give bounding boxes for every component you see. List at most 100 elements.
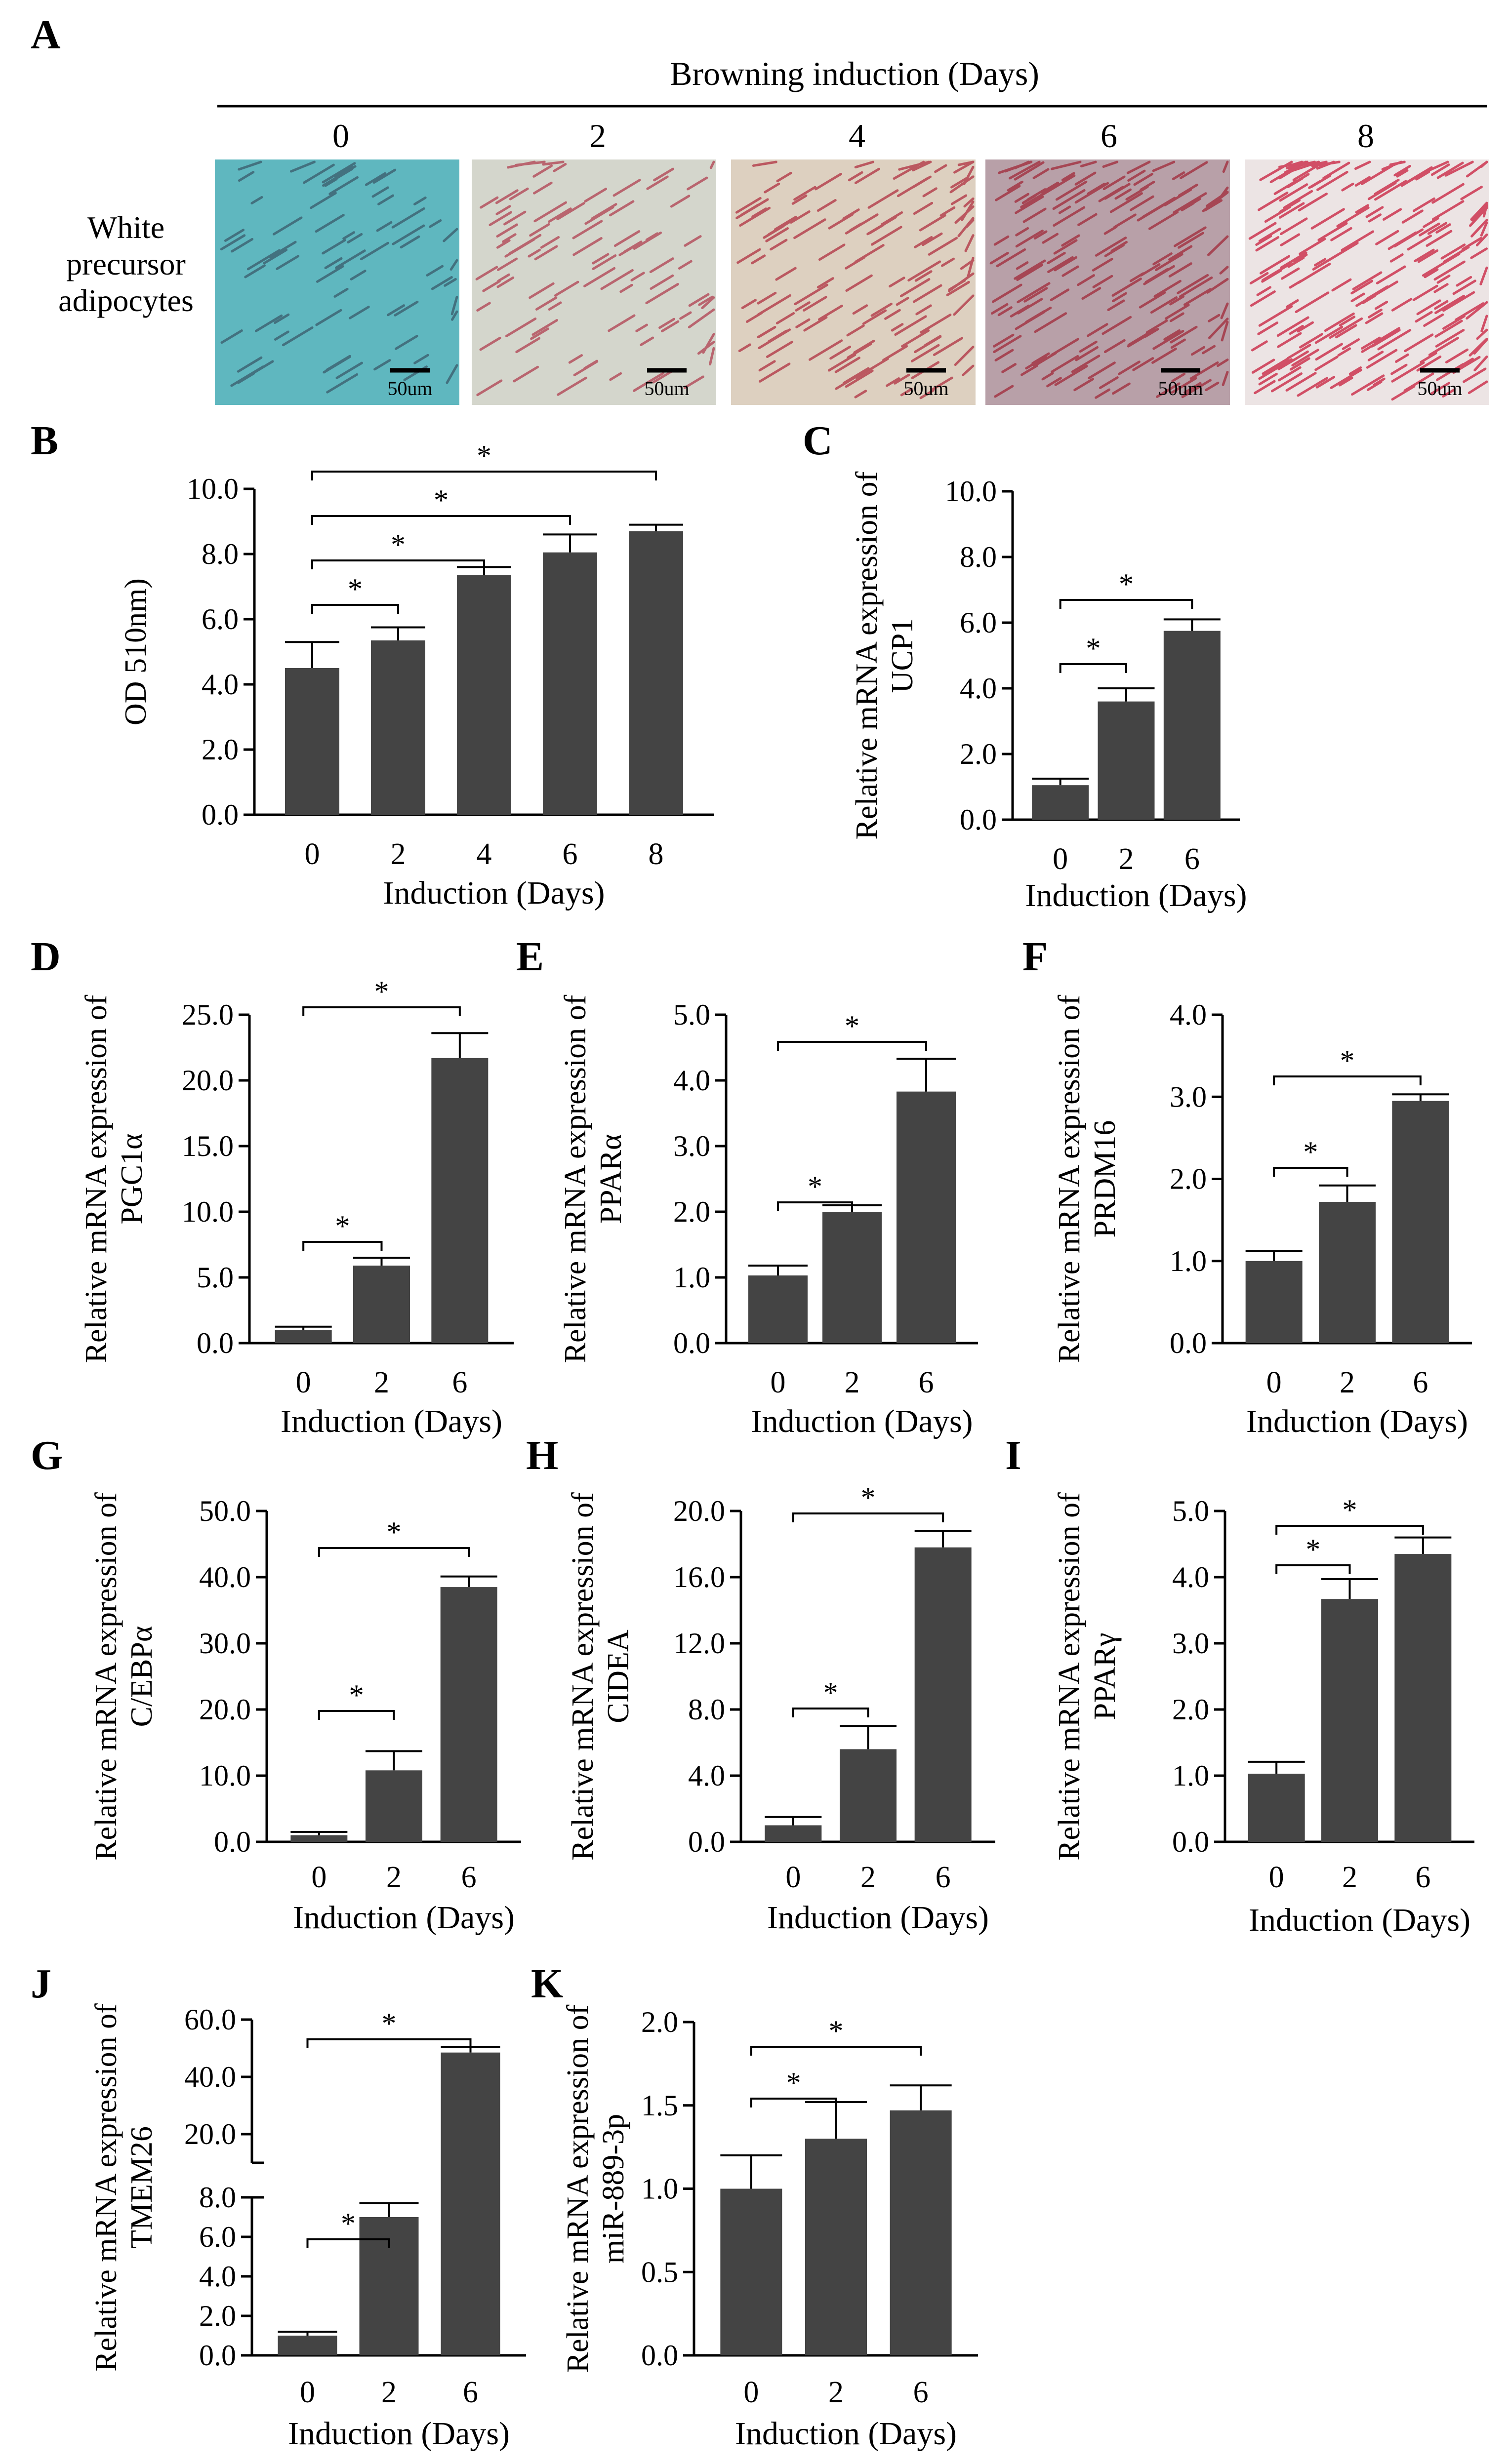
cell-streak	[1337, 347, 1351, 357]
cell-streak	[1368, 213, 1382, 223]
significance-star: *	[477, 439, 491, 472]
cell-streak	[687, 176, 708, 191]
cell-streak	[889, 277, 905, 288]
y-tick-label: 10.0	[187, 473, 239, 505]
cell-streak	[303, 163, 335, 184]
cell-streak	[1220, 302, 1229, 319]
cell-streak	[994, 385, 1014, 398]
cell-streak	[1095, 248, 1108, 257]
y-axis-label: Relative mRNA expression of PGC1α	[80, 994, 149, 1363]
significance-brackets: **	[1059, 568, 1193, 673]
cell-streak	[1132, 357, 1154, 371]
cell-streak	[1081, 287, 1101, 300]
chart-panel-k: K 0.0 0.5 1.0 1.5 2.0 Relative mRNA expression…	[531, 1961, 978, 2452]
cell-streak	[1324, 312, 1355, 332]
cell-streak	[1440, 243, 1466, 260]
cell-streak	[1280, 251, 1307, 269]
cell-streak	[1095, 388, 1111, 399]
cell-streak	[1424, 268, 1439, 278]
y-tick-label: 8.0	[202, 538, 239, 570]
cell-streak	[1338, 376, 1353, 387]
significance-star: *	[391, 528, 406, 561]
chart-panel-b: B 0.0 2.0 4.0 6.0 8.0 10.0 OD 510nm) 0 2 4 6 8 Induct…	[31, 418, 714, 911]
y-axis-label: Relative mRNA expression of PPARγ	[1053, 1492, 1122, 1861]
significance-star: *	[1343, 1494, 1357, 1526]
y-ticks: 0.0 1.0 2.0 3.0 4.0	[1170, 998, 1223, 1359]
cell-streak	[1055, 180, 1088, 201]
y-tick-label: 16.0	[673, 1561, 725, 1593]
x-tick-label: 6	[913, 2376, 929, 2409]
y-axis-label: OD 510nm)	[119, 578, 153, 725]
significance-bracket	[792, 1708, 869, 1717]
day-label-2: 2	[589, 117, 606, 155]
cell-streak	[1017, 282, 1051, 304]
cell-streak	[1130, 195, 1154, 211]
cell-streak	[1283, 190, 1313, 209]
y-tick-label: 1.0	[641, 2173, 678, 2205]
cell-streak	[803, 296, 827, 312]
cell-streak	[1355, 204, 1369, 214]
y-ticks: 0.0 4.0 8.0 12.0 16.0 20.0	[673, 1495, 741, 1858]
x-tick-label: 2	[1119, 842, 1134, 876]
cell-streak	[1111, 278, 1142, 297]
cell-streak	[1470, 247, 1488, 259]
cell-streak	[1015, 229, 1044, 248]
x-axis-label: Induction (Days)	[1246, 1403, 1468, 1439]
cell-streak	[1315, 343, 1343, 361]
cell-streak	[1456, 276, 1472, 287]
y-tick-label: 25.0	[182, 998, 234, 1031]
x-tick-label: 0	[1266, 1366, 1282, 1399]
significance-star: *	[861, 1481, 876, 1514]
cell-streak	[328, 176, 359, 196]
cell-streak	[741, 203, 760, 216]
y-tick-label: 4.0	[202, 668, 239, 701]
cell-streak	[899, 278, 931, 298]
cell-streak	[535, 296, 558, 311]
bar-day-2	[1319, 1202, 1376, 1343]
significance-bracket	[318, 1710, 395, 1720]
cell-streak	[540, 236, 560, 249]
panel-letter-h: H	[526, 1432, 558, 1478]
cell-streak	[1407, 235, 1432, 251]
cell-streak	[495, 189, 519, 204]
cell-streak	[649, 257, 674, 274]
cell-streak	[1126, 160, 1151, 174]
significance-bracket	[792, 1512, 944, 1522]
cell-streak	[431, 276, 453, 290]
x-tick-label: 0	[311, 1861, 326, 1894]
y-tick-label: 12.0	[673, 1627, 725, 1660]
cell-streak	[333, 287, 349, 298]
cell-streak	[1077, 274, 1096, 286]
cell-streak	[901, 329, 930, 348]
cell-streak	[912, 175, 932, 189]
cell-streak	[263, 248, 288, 265]
x-axis-label: Induction (Days)	[293, 1900, 515, 1936]
y-axis-label-line: CIDEA	[602, 1629, 635, 1723]
cell-streak	[505, 318, 537, 337]
significance-bracket	[1059, 599, 1193, 609]
x-axis-label: Induction (Days)	[288, 2416, 510, 2452]
cell-streak	[989, 252, 1009, 265]
y-tick-label: 4.0	[688, 1759, 725, 1792]
cell-streak	[1207, 235, 1229, 256]
cell-streak	[1428, 337, 1459, 357]
y-tick-label: 8.0	[960, 541, 997, 573]
cell-streak	[1285, 160, 1316, 170]
cell-streak	[1290, 160, 1304, 166]
cell-streak	[503, 210, 527, 226]
cell-streak	[1365, 312, 1384, 324]
cell-streak	[1204, 199, 1223, 211]
cell-streak	[1258, 192, 1289, 211]
y-axis-label-line: Relative mRNA expression of	[566, 1492, 600, 1861]
y-tick-label: 2.0	[960, 738, 997, 770]
cell-streak	[476, 379, 503, 397]
cell-streak	[907, 260, 941, 282]
y-tick-label: 2.0	[202, 733, 239, 766]
cell-streak	[1052, 189, 1086, 210]
cell-streak	[996, 248, 1026, 268]
x-tick-label: 2	[386, 1861, 402, 1894]
cell-streak	[919, 214, 946, 232]
cell-streak	[1258, 358, 1293, 380]
x-tick-label: 0	[785, 1861, 801, 1894]
cell-streak	[531, 318, 559, 336]
